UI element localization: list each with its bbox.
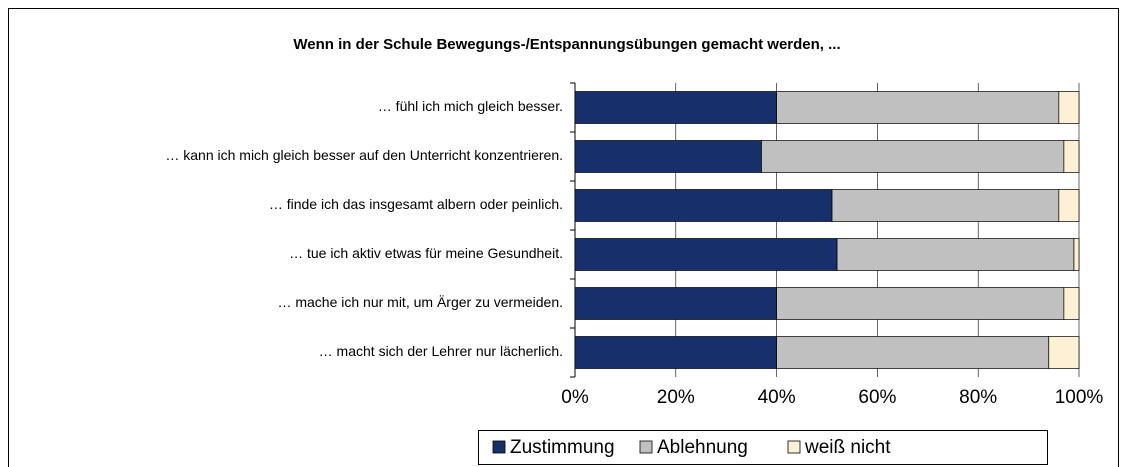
y-tick-label: … kann ich mich gleich besser auf den Un… [165, 147, 563, 163]
bar [776, 91, 1060, 124]
bar [574, 336, 777, 369]
y-tick-label: … mache ich nur mit, um Ärger zu vermeid… [277, 294, 563, 310]
legend-swatch [639, 440, 653, 454]
y-tick-label: … tue ich aktiv etwas für meine Gesundhe… [289, 245, 563, 261]
y-tick-label: … macht sich der Lehrer nur lächerlich. [319, 343, 563, 359]
x-tick-label: 100% [1055, 387, 1104, 408]
bar [836, 238, 1075, 271]
bar [574, 189, 833, 222]
bar [1058, 189, 1080, 222]
bar [1063, 140, 1080, 173]
chart-border [8, 8, 1119, 467]
legend-label: weiß nicht [804, 437, 891, 458]
bar [1073, 238, 1080, 271]
legend-swatch [492, 440, 506, 454]
bar [574, 140, 762, 173]
x-tick-label: 0% [561, 387, 589, 408]
bar [574, 238, 838, 271]
bar [776, 287, 1065, 320]
bar [1058, 91, 1080, 124]
bar [574, 287, 777, 320]
x-tick-label: 80% [959, 387, 997, 408]
bar [761, 140, 1065, 173]
y-tick-label: … finde ich das insgesamt albern oder pe… [269, 196, 563, 212]
legend-box [478, 430, 1048, 465]
legend-swatch [787, 440, 801, 454]
x-tick-label: 40% [758, 387, 796, 408]
legend-label: Ablehnung [657, 437, 748, 458]
chart-title: Wenn in der Schule Bewegungs-/Entspannun… [293, 36, 840, 53]
x-tick-label: 20% [657, 387, 695, 408]
bar [1048, 336, 1080, 369]
bar [1063, 287, 1080, 320]
x-tick-label: 60% [858, 387, 896, 408]
legend-label: Zustimmung [510, 437, 615, 458]
bar [574, 91, 777, 124]
y-tick-label: … fühl ich mich gleich besser. [378, 98, 563, 114]
bar [776, 336, 1050, 369]
bar [831, 189, 1060, 222]
